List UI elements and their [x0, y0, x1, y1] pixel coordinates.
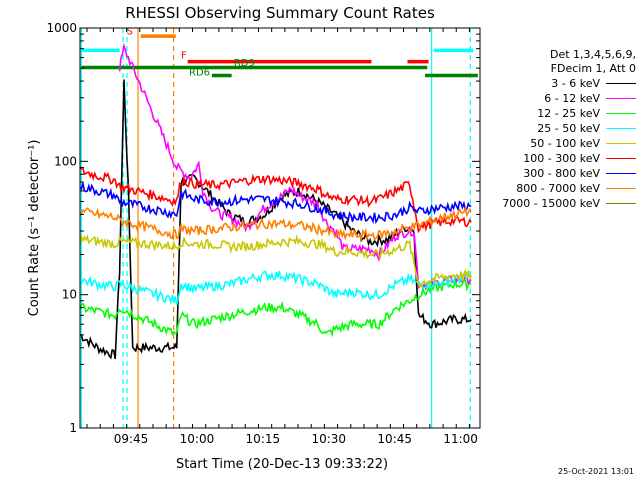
y-tick-label-1: 1 [69, 421, 77, 435]
legend-label: 6 - 12 keV [544, 92, 600, 105]
x-tick-label-10:30: 10:30 [311, 432, 346, 446]
y-tick-label-100: 100 [54, 154, 77, 168]
x-tick-label-10:15: 10:15 [246, 432, 281, 446]
series-line-6 [79, 182, 472, 225]
series-line-4 [79, 234, 472, 289]
chart-title: RHESSI Observing Summary Count Rates [125, 4, 435, 22]
legend-swatch [606, 113, 636, 114]
y-tick-label-10: 10 [62, 288, 77, 302]
legend-swatch [606, 203, 636, 204]
x-tick-label-10:45: 10:45 [377, 432, 412, 446]
annotation-label-3: S [127, 27, 133, 38]
series-line-7 [79, 205, 472, 243]
legend-swatch [606, 83, 636, 84]
legend: Det 1,3,4,5,6,9, FDecim 1, Att 0 3 - 6 k… [484, 48, 636, 211]
legend-item-8: 7000 - 15000 keV [484, 196, 636, 211]
series-line-2 [79, 278, 472, 338]
plot-frame [79, 27, 481, 429]
legend-label: 100 - 300 keV [523, 152, 600, 165]
series-line-1 [118, 42, 472, 292]
legend-item-1: 6 - 12 keV [484, 91, 636, 106]
series-line-0 [79, 79, 472, 360]
legend-rows: 3 - 6 keV 6 - 12 keV 12 - 25 keV 25 - 50 ke… [484, 76, 636, 211]
legend-item-5: 100 - 300 keV [484, 151, 636, 166]
annotation-label-1: RD9 [234, 58, 255, 69]
annotation-label-2: RD6 [189, 68, 210, 79]
x-tick-label-09:45: 09:45 [114, 432, 149, 446]
legend-item-2: 12 - 25 keV [484, 106, 636, 121]
axes-layer: 1 10 100 1000 09:45 10:00 10:15 10:30 10:45 11:00 [46, 21, 480, 446]
series-line-3 [79, 270, 472, 306]
legend-label: 800 - 7000 keV [516, 182, 600, 195]
legend-swatch [606, 98, 636, 99]
legend-swatch [606, 143, 636, 144]
legend-label: 12 - 25 keV [537, 107, 600, 120]
legend-label: 50 - 100 keV [530, 137, 600, 150]
legend-item-6: 300 - 800 keV [484, 166, 636, 181]
legend-label: 3 - 6 keV [551, 77, 600, 90]
legend-item-7: 800 - 7000 keV [484, 181, 636, 196]
legend-header-2: FDecim 1, Att 0 [550, 62, 636, 75]
annotation-label-0: F [181, 51, 187, 62]
legend-label: 300 - 800 keV [523, 167, 600, 180]
x-tick-label-11:00: 11:00 [443, 432, 478, 446]
data-layer: F RD9 RD6 S [79, 27, 478, 428]
legend-header-1: Det 1,3,4,5,6,9, [549, 48, 636, 61]
x-axis-label: Start Time (20-Dec-13 09:33:22) [176, 457, 388, 472]
legend-item-4: 50 - 100 keV [484, 136, 636, 151]
legend-swatch [606, 158, 636, 159]
legend-swatch [606, 188, 636, 189]
series-line-5 [79, 167, 472, 234]
legend-label: 25 - 50 keV [537, 122, 600, 135]
legend-swatch [606, 173, 636, 174]
y-tick-label-1000: 1000 [46, 21, 77, 35]
legend-item-0: 3 - 6 keV [484, 76, 636, 91]
legend-item-3: 25 - 50 keV [484, 121, 636, 136]
generation-timestamp: 25-Oct-2021 13:01 [558, 467, 634, 476]
x-tick-label-10:00: 10:00 [180, 432, 215, 446]
y-axis-label: Count Rate (s⁻¹ detector⁻¹) [27, 140, 42, 317]
legend-swatch [606, 128, 636, 129]
legend-label: 7000 - 15000 keV [502, 197, 600, 210]
